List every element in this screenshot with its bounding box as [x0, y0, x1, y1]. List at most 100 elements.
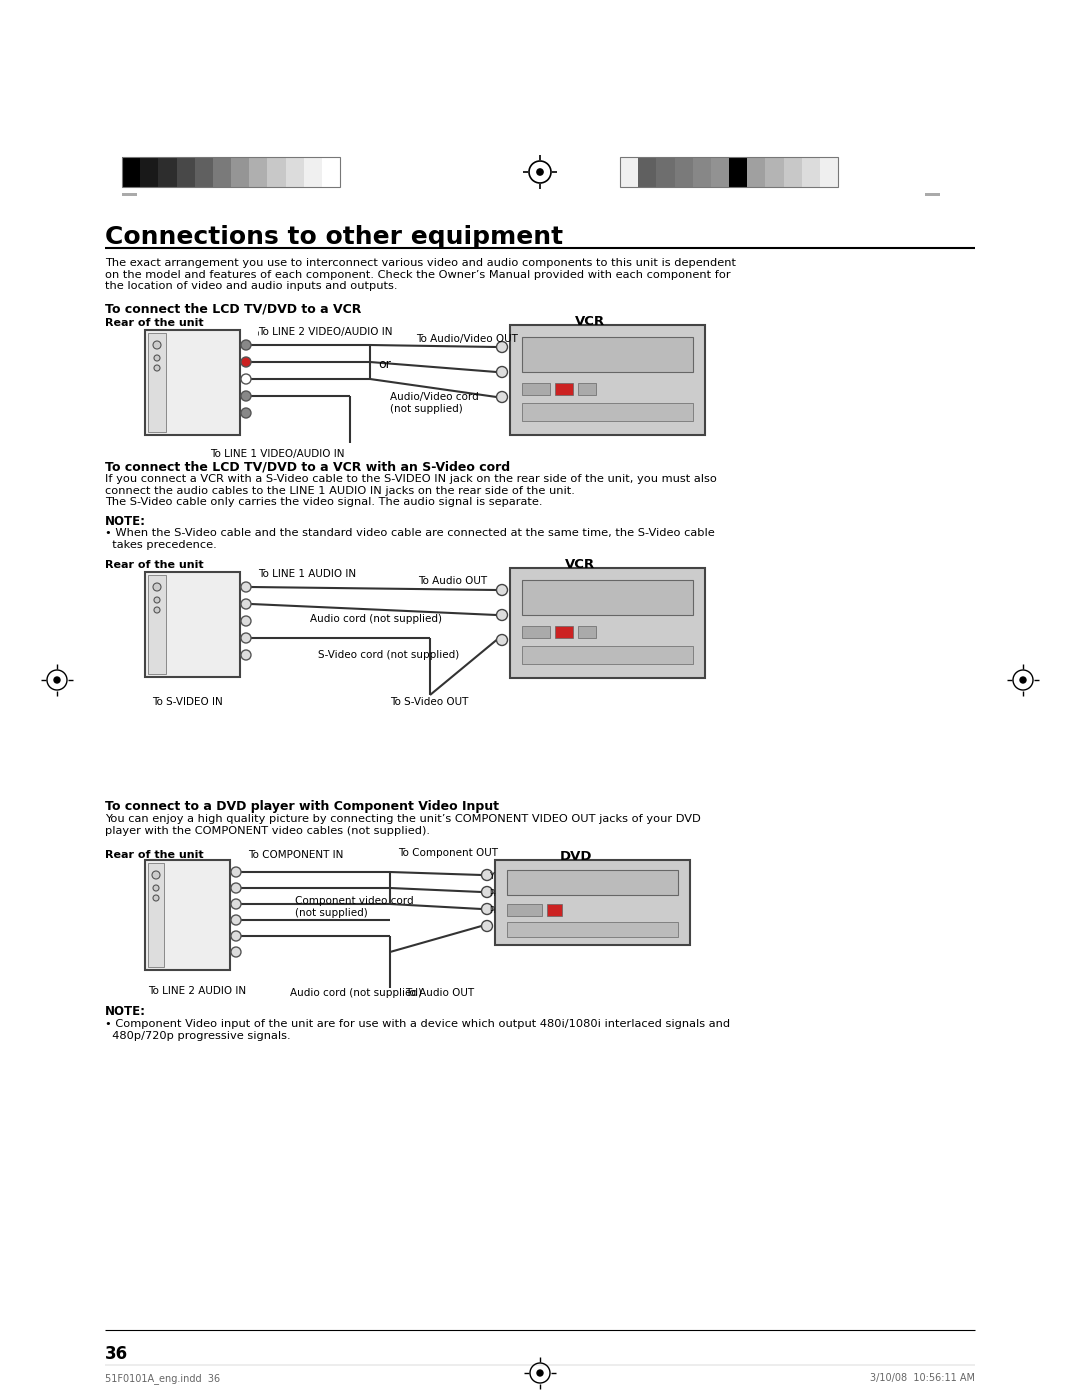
Circle shape: [497, 584, 508, 595]
Circle shape: [231, 900, 241, 909]
Circle shape: [153, 886, 159, 891]
Bar: [675, 156, 693, 187]
Bar: [148, 576, 166, 673]
Bar: [122, 156, 140, 187]
Text: 36: 36: [105, 1345, 129, 1363]
Bar: [510, 569, 705, 678]
Bar: [522, 383, 550, 395]
Circle shape: [241, 358, 251, 367]
Bar: [555, 626, 573, 638]
Text: To LINE 2 AUDIO IN: To LINE 2 AUDIO IN: [148, 986, 246, 996]
Circle shape: [153, 583, 161, 591]
Bar: [638, 156, 657, 187]
Circle shape: [482, 887, 492, 897]
Circle shape: [241, 650, 251, 659]
Circle shape: [154, 365, 160, 372]
Bar: [148, 863, 164, 967]
Bar: [555, 383, 573, 395]
Bar: [145, 861, 230, 970]
Text: • Component Video input of the unit are for use with a device which output 480i/: • Component Video input of the unit are …: [105, 1018, 730, 1041]
Text: To COMPONENT IN: To COMPONENT IN: [248, 849, 343, 861]
Text: 51F0101A_eng.indd  36: 51F0101A_eng.indd 36: [105, 1373, 220, 1384]
Text: To S-Video OUT: To S-Video OUT: [390, 697, 469, 707]
Bar: [522, 645, 693, 664]
Circle shape: [241, 633, 251, 643]
Bar: [322, 156, 340, 187]
Text: Connections to other equipment: Connections to other equipment: [105, 225, 563, 249]
Circle shape: [497, 391, 508, 402]
Bar: [285, 156, 303, 187]
Text: You can enjoy a high quality picture by connecting the unit’s COMPONENT VIDEO OU: You can enjoy a high quality picture by …: [105, 814, 701, 835]
Circle shape: [241, 391, 251, 401]
Circle shape: [231, 930, 241, 942]
Circle shape: [482, 869, 492, 880]
Text: Y: Y: [489, 872, 495, 882]
Bar: [176, 156, 195, 187]
Text: VCR: VCR: [575, 314, 605, 328]
Circle shape: [154, 355, 160, 360]
Circle shape: [153, 895, 159, 901]
Bar: [729, 156, 747, 187]
Text: To LINE 2 VIDEO/AUDIO IN: To LINE 2 VIDEO/AUDIO IN: [258, 327, 392, 337]
Circle shape: [231, 947, 241, 957]
Bar: [213, 156, 231, 187]
Text: • When the S-Video cable and the standard video cable are connected at the same : • When the S-Video cable and the standar…: [105, 528, 715, 549]
Text: To connect to a DVD player with Component Video Input: To connect to a DVD player with Componen…: [105, 800, 499, 813]
Bar: [145, 330, 240, 434]
Circle shape: [482, 921, 492, 932]
Bar: [145, 571, 240, 678]
Bar: [801, 156, 820, 187]
Circle shape: [482, 904, 492, 915]
Bar: [303, 156, 322, 187]
Bar: [140, 156, 159, 187]
Text: To LINE 1 AUDIO IN: To LINE 1 AUDIO IN: [258, 569, 356, 578]
Bar: [620, 156, 638, 187]
Bar: [148, 332, 166, 432]
Text: Audio/Video cord
(not supplied): Audio/Video cord (not supplied): [390, 393, 478, 414]
Circle shape: [1020, 678, 1026, 683]
Bar: [522, 580, 693, 615]
Bar: [122, 193, 137, 196]
Bar: [522, 402, 693, 420]
Text: To connect the LCD TV/DVD to a VCR with an S-Video cord: To connect the LCD TV/DVD to a VCR with …: [105, 460, 510, 474]
Circle shape: [152, 870, 160, 879]
Circle shape: [497, 634, 508, 645]
Text: Pᵢ: Pᵢ: [489, 907, 495, 915]
Text: Pᵣ: Pᵣ: [489, 888, 496, 898]
Bar: [692, 156, 711, 187]
Text: DVD: DVD: [561, 849, 593, 863]
Circle shape: [537, 169, 543, 175]
Bar: [507, 922, 678, 937]
Bar: [522, 626, 550, 638]
Text: To S-VIDEO IN: To S-VIDEO IN: [152, 697, 222, 707]
Text: S-Video cord (not supplied): S-Video cord (not supplied): [318, 650, 459, 659]
Text: To Component OUT: To Component OUT: [399, 848, 498, 858]
Bar: [510, 326, 705, 434]
Text: VCR: VCR: [565, 557, 595, 571]
Bar: [507, 904, 542, 916]
Bar: [546, 904, 562, 916]
Bar: [495, 861, 690, 944]
Circle shape: [54, 678, 60, 683]
Text: The exact arrangement you use to interconnect various video and audio components: The exact arrangement you use to interco…: [105, 258, 735, 291]
Bar: [711, 156, 729, 187]
Text: 3/10/08  10:56:11 AM: 3/10/08 10:56:11 AM: [870, 1373, 975, 1383]
Circle shape: [231, 868, 241, 877]
Text: To Audio OUT: To Audio OUT: [405, 988, 474, 997]
Circle shape: [153, 341, 161, 349]
Bar: [194, 156, 213, 187]
Bar: [820, 156, 838, 187]
Bar: [522, 337, 693, 372]
Text: Audio cord (not supplied): Audio cord (not supplied): [291, 988, 422, 997]
Circle shape: [241, 616, 251, 626]
Circle shape: [497, 366, 508, 377]
Text: Rear of the unit: Rear of the unit: [105, 319, 204, 328]
Text: If you connect a VCR with a S-Video cable to the S-VIDEO IN jack on the rear sid: If you connect a VCR with a S-Video cabl…: [105, 474, 717, 507]
Text: Component video cord
(not supplied): Component video cord (not supplied): [295, 895, 414, 918]
Text: Audio cord (not supplied): Audio cord (not supplied): [310, 615, 442, 624]
Bar: [747, 156, 766, 187]
Text: To LINE 1 VIDEO/AUDIO IN: To LINE 1 VIDEO/AUDIO IN: [210, 448, 345, 460]
Circle shape: [537, 1370, 543, 1376]
Text: To Audio/Video OUT: To Audio/Video OUT: [416, 334, 518, 344]
Text: Rear of the unit: Rear of the unit: [105, 560, 204, 570]
